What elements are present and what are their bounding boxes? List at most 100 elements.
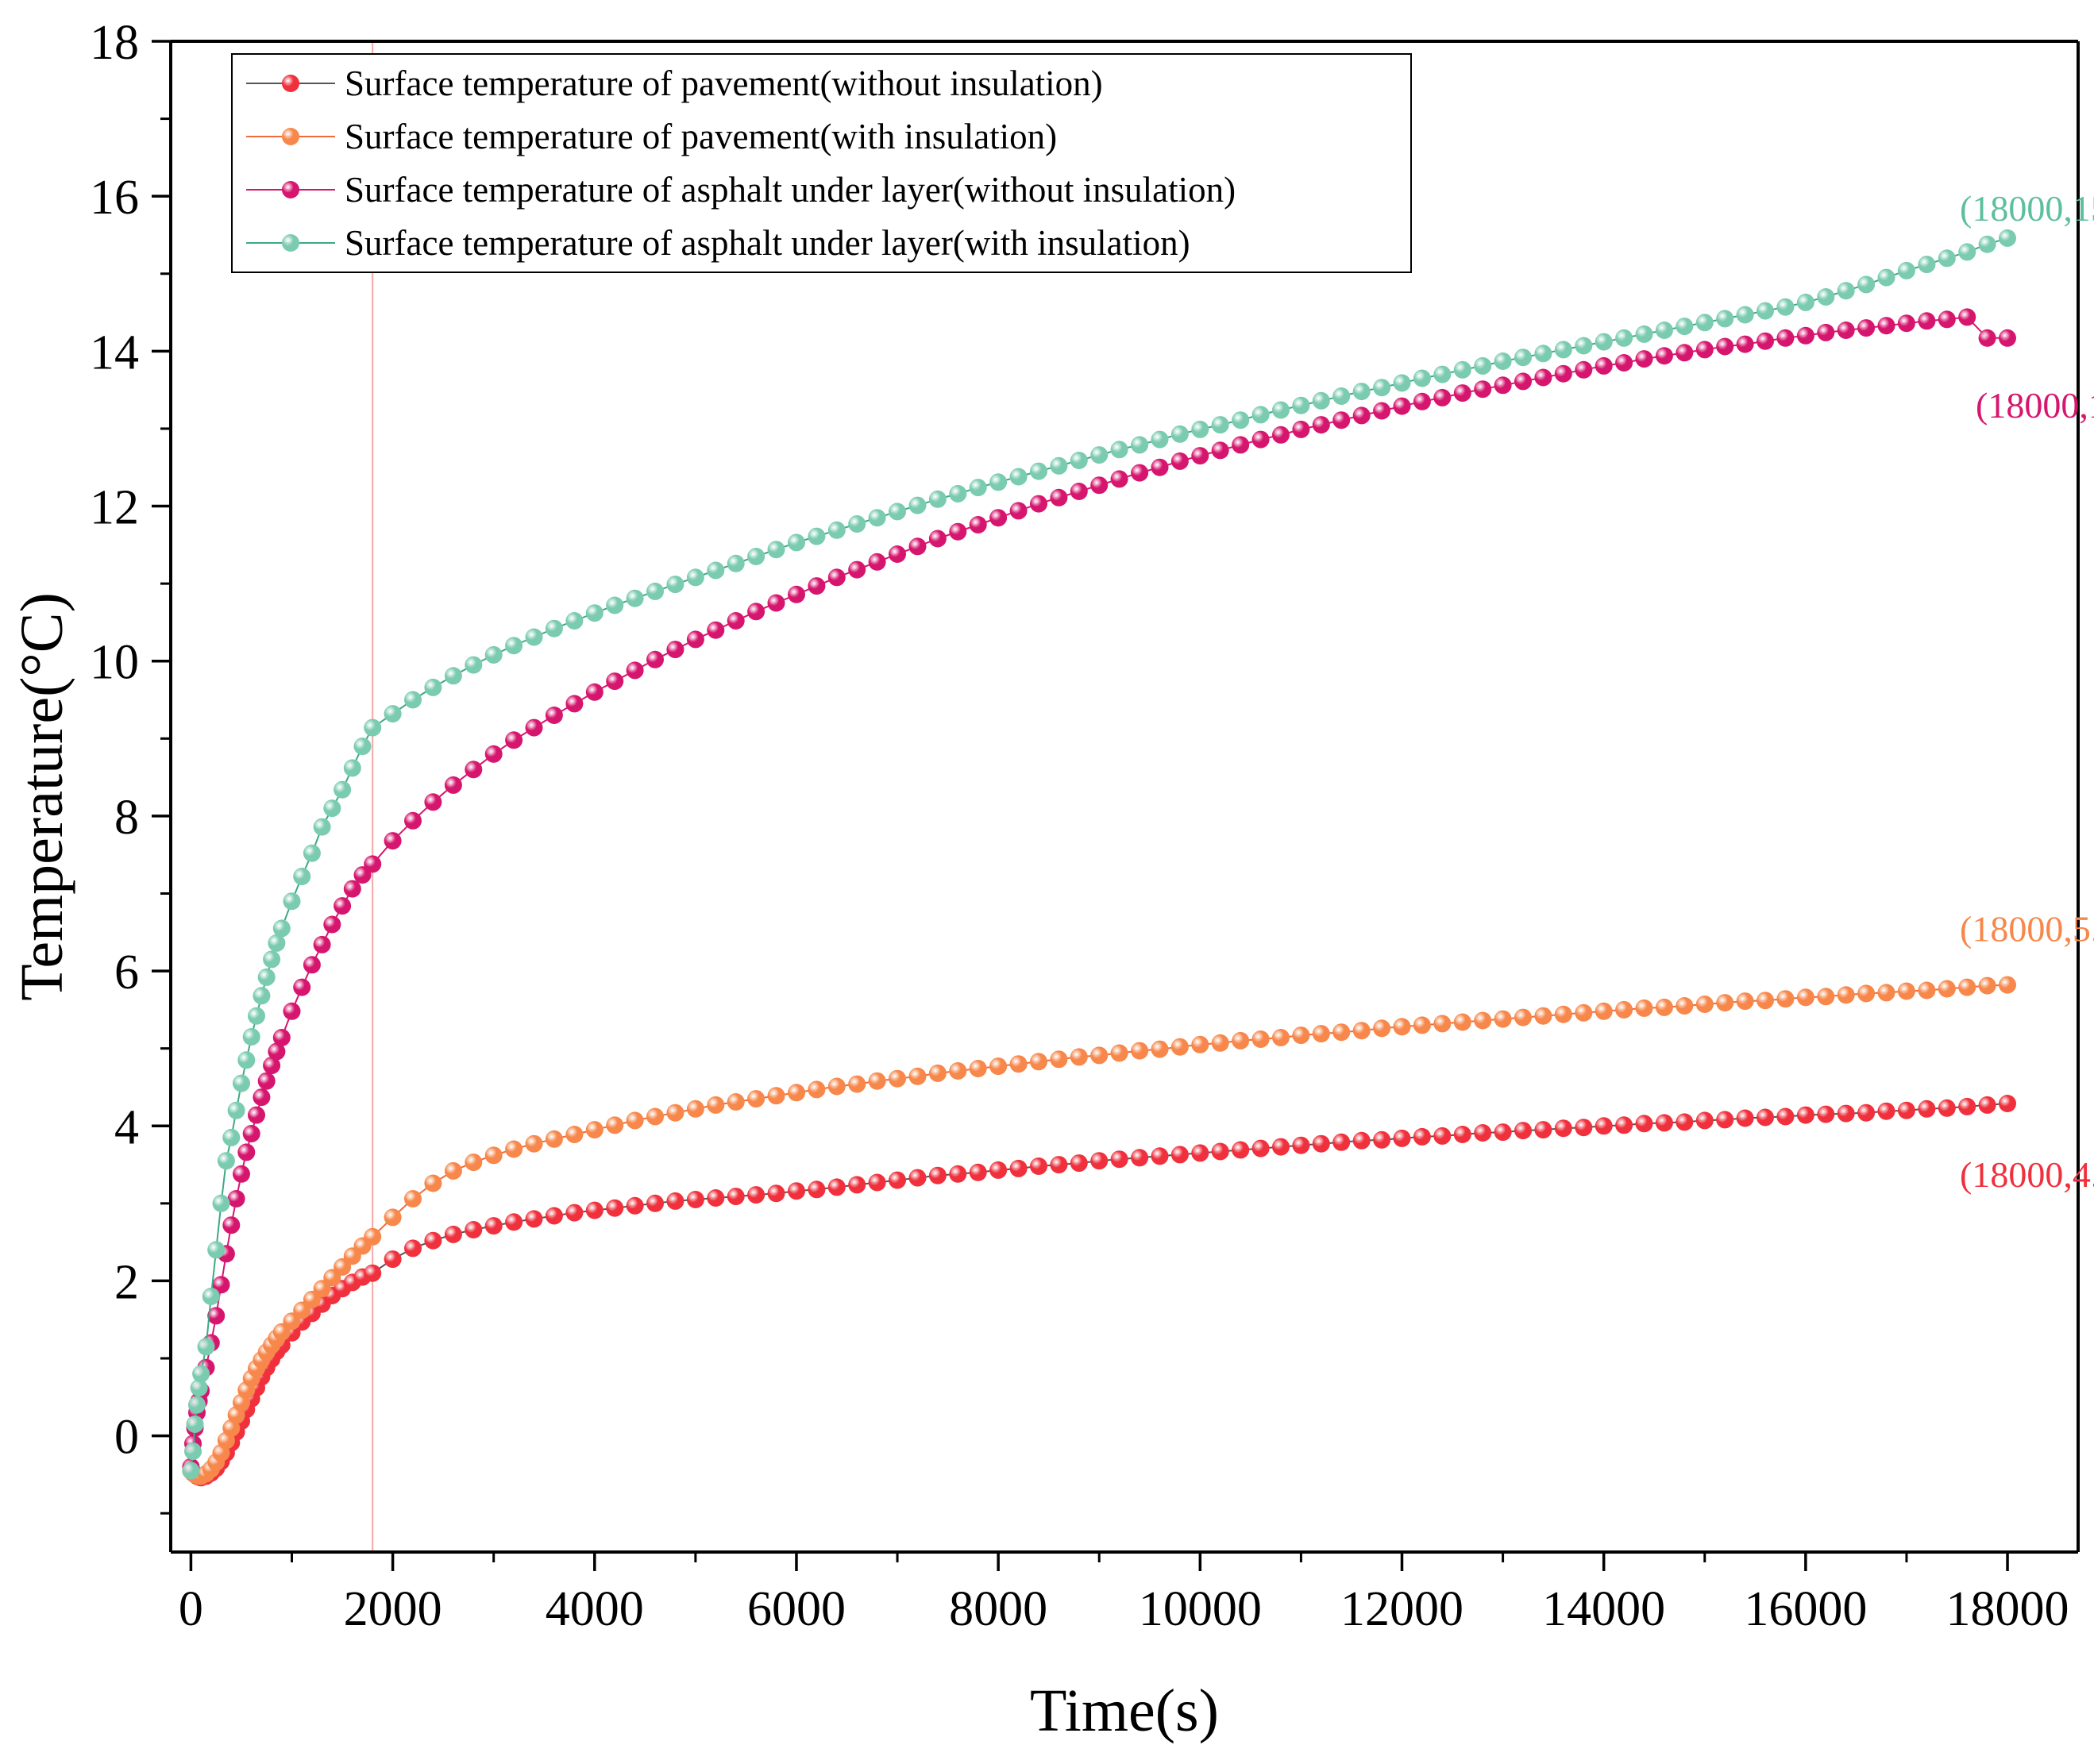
data-point — [484, 1146, 503, 1165]
data-point — [989, 1057, 1008, 1076]
data-point — [364, 1264, 382, 1282]
data-point — [1978, 329, 1996, 347]
data-point — [353, 738, 372, 756]
legend-label: Surface temperature of asphalt under lay… — [345, 170, 1236, 210]
data-point — [1352, 1131, 1371, 1150]
data-point — [525, 1210, 543, 1228]
data-point — [707, 561, 725, 580]
data-point — [1817, 288, 1835, 306]
data-point — [283, 1002, 301, 1020]
data-point — [1332, 387, 1351, 405]
data-point — [525, 628, 543, 646]
data-point — [334, 897, 352, 915]
data-point — [1110, 470, 1128, 488]
data-point — [1352, 383, 1371, 401]
data-point — [707, 1189, 725, 1207]
tick-labels: 0 2000 4000 6000 8000 10000 12000 14000 16000 180… — [90, 16, 2069, 1636]
data-point — [1110, 441, 1128, 459]
data-point — [1070, 483, 1088, 500]
data-point — [182, 1462, 200, 1480]
data-point — [1251, 1030, 1270, 1048]
data-point — [1676, 318, 1694, 336]
x-tick-label: 8000 — [949, 1582, 1047, 1636]
data-point — [268, 1042, 286, 1061]
data-point — [1716, 337, 1734, 356]
data-point — [585, 1121, 604, 1139]
data-point — [222, 1128, 241, 1146]
data-point — [747, 1090, 765, 1108]
data-point — [747, 603, 765, 621]
data-point — [1070, 452, 1088, 469]
data-point — [1897, 314, 1915, 333]
data-point — [1494, 1010, 1512, 1028]
data-point — [404, 811, 422, 830]
data-point — [1635, 350, 1653, 368]
data-point — [1938, 249, 1956, 268]
data-point — [827, 521, 846, 539]
legend-marker — [282, 128, 299, 145]
data-point — [1292, 1136, 1310, 1154]
data-point — [1897, 982, 1915, 1000]
data-point — [1272, 1029, 1290, 1046]
data-point — [848, 560, 866, 579]
data-point — [606, 672, 624, 691]
data-point — [465, 1221, 483, 1238]
series-3 — [182, 308, 2016, 1476]
data-point — [1292, 420, 1310, 438]
data-point — [1090, 446, 1109, 464]
data-point — [253, 1088, 271, 1107]
data-point — [1110, 1150, 1128, 1169]
data-point — [788, 1182, 805, 1200]
series-layer — [182, 229, 2016, 1487]
data-point — [1170, 1038, 1189, 1056]
data-point — [404, 691, 422, 709]
data-point — [1897, 1101, 1915, 1119]
data-point — [217, 1152, 235, 1170]
data-point — [1757, 302, 1774, 320]
data-point — [1817, 1105, 1835, 1123]
data-point — [313, 935, 331, 953]
data-point — [1312, 391, 1330, 410]
data-point — [1695, 1111, 1714, 1130]
data-point — [1615, 1000, 1633, 1019]
data-point — [1918, 981, 1936, 999]
data-point — [1170, 452, 1189, 470]
data-point — [626, 1196, 644, 1215]
data-point — [237, 1143, 256, 1161]
x-tick-label: 6000 — [747, 1582, 846, 1636]
data-point — [1877, 317, 1895, 335]
data-point — [1817, 988, 1835, 1006]
data-point — [343, 880, 361, 898]
data-point — [747, 1186, 765, 1204]
data-point — [1554, 1119, 1572, 1138]
data-point — [484, 745, 503, 763]
data-point — [1534, 368, 1552, 387]
data-point — [1272, 401, 1290, 419]
data-point — [1534, 345, 1552, 363]
data-point — [465, 656, 483, 674]
data-point — [1191, 420, 1209, 438]
data-point — [1595, 333, 1613, 351]
data-point — [1433, 388, 1452, 406]
annotations: (18000,15.46) (18000,14.17) (18000,5.82) (1… — [1960, 188, 2094, 1195]
data-point — [227, 1101, 245, 1119]
data-point — [606, 596, 624, 614]
data-point — [666, 641, 685, 659]
data-point — [384, 705, 402, 723]
data-point — [1837, 282, 1855, 300]
data-point — [868, 1173, 886, 1192]
data-point — [1131, 1042, 1149, 1060]
y-tick-label: 18 — [90, 16, 139, 70]
legend-label: Surface temperature of pavement(without … — [345, 64, 1103, 103]
data-point — [788, 533, 805, 552]
data-point — [444, 667, 462, 685]
data-point — [1978, 1096, 1996, 1114]
series-line — [190, 237, 2008, 1471]
data-point — [1999, 976, 2016, 994]
data-point — [444, 1161, 462, 1180]
data-point — [222, 1216, 241, 1234]
data-point — [908, 537, 927, 556]
data-point — [827, 1178, 846, 1196]
data-point — [334, 780, 352, 799]
data-point — [1958, 978, 1976, 996]
